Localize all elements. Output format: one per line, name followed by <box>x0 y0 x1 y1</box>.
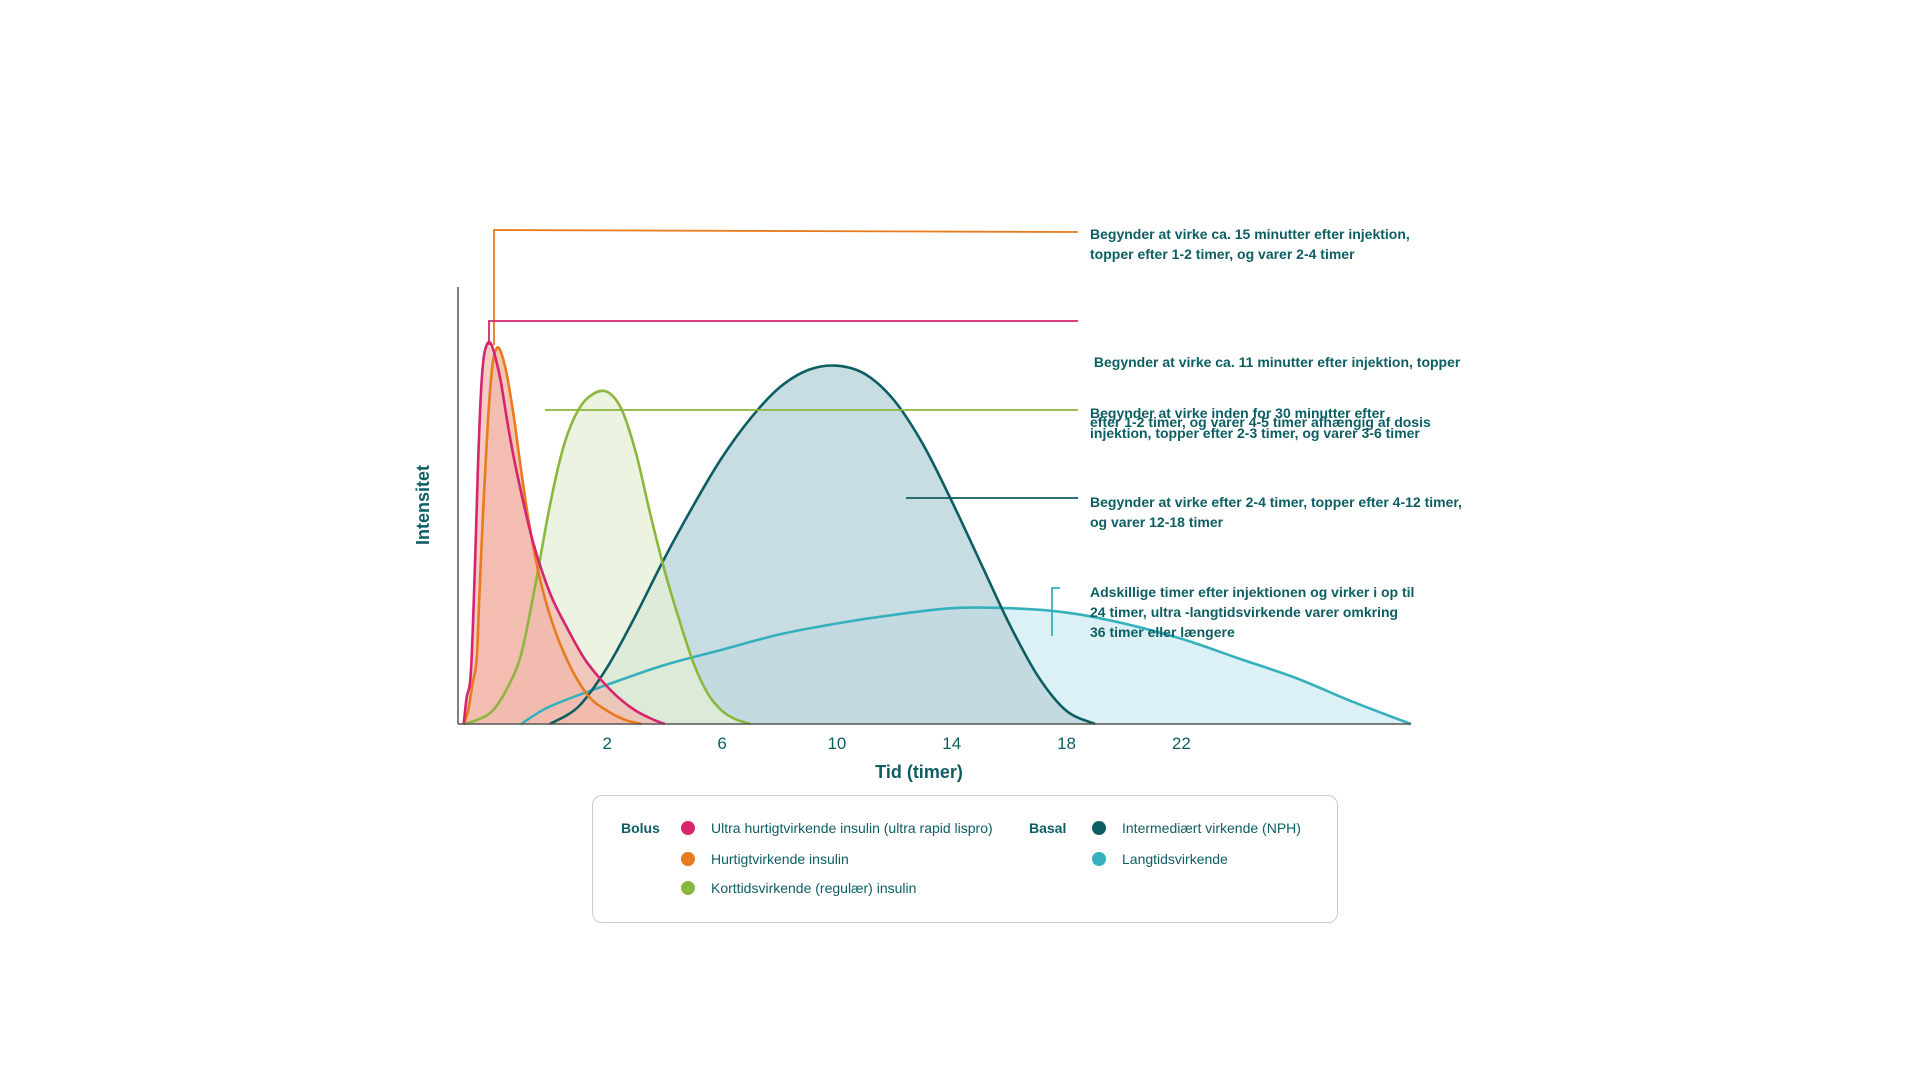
legend-item-label: Langtidsvirkende <box>1122 851 1228 867</box>
annotation-line: Begynder at virke ca. 11 minutter efter … <box>1090 354 1461 370</box>
series-areas <box>463 342 1411 724</box>
annotation-line: injektion, topper efter 2-3 timer, og va… <box>1090 425 1420 441</box>
legend-dot-icon <box>681 852 695 866</box>
legend-item-intermediate: Intermediært virkende (NPH) <box>1092 820 1301 836</box>
legend-item-short-acting: Korttidsvirkende (regulær) insulin <box>681 880 916 896</box>
x-tick-label: 18 <box>1057 734 1076 753</box>
legend-dot-icon <box>681 821 695 835</box>
annotation-line: 36 timer eller længere <box>1090 624 1235 640</box>
legend-dot-icon <box>681 881 695 895</box>
legend-group-basal: Basal <box>1029 820 1067 836</box>
legend-dot-icon <box>1092 852 1106 866</box>
series-line-korttidsvirkende-regul-r-insulin <box>463 389 752 726</box>
series-lines <box>462 340 1412 726</box>
annotation-intermediate: Begynder at virke efter 2-4 timer, toppe… <box>1090 492 1462 532</box>
annotation-short-acting: Begynder at virke inden for 30 minutter … <box>1090 403 1420 443</box>
series-line-hurtigtvirkende-insulin <box>462 346 643 726</box>
x-tick-label: 22 <box>1172 734 1191 753</box>
legend-group-bolus: Bolus <box>621 820 660 836</box>
legend-item-label: Korttidsvirkende (regulær) insulin <box>711 880 917 896</box>
x-axis-title: Tid (timer) <box>875 762 963 782</box>
x-tick-label: 10 <box>827 734 846 753</box>
legend-item-long-acting: Langtidsvirkende <box>1092 851 1228 867</box>
legend-item-rapid: Hurtigtvirkende insulin <box>681 851 849 867</box>
annotation-line: 24 timer, ultra -langtidsvirkende varer … <box>1090 604 1399 620</box>
chart-legend: Bolus Basal Ultra hurtigtvirkende insuli… <box>592 795 1338 923</box>
annotation-line: efter 1-2 timer, og varer 4-5 timer afhæ… <box>1090 414 1431 430</box>
series-area-intermedi-rt-virkende-nph <box>549 365 1096 724</box>
annotation-line: Begynder at virke inden for 30 minutter … <box>1090 405 1385 421</box>
legend-item-label: Hurtigtvirkende insulin <box>711 851 849 867</box>
annotation-line: Begynder at virke ca. 15 minutter efter … <box>1090 226 1410 242</box>
annotation-rapid: Begynder at virke ca. 15 minutter efter … <box>1090 224 1410 264</box>
x-tick-label: 6 <box>717 734 726 753</box>
annotation-leader-lines <box>488 229 1079 636</box>
legend-item-label: Ultra hurtigtvirkende insulin (ultra rap… <box>711 820 993 836</box>
annotation-ultra-rapid: Begynder at virke ca. 11 minutter efter … <box>1090 312 1460 452</box>
legend-item-ultra-rapid: Ultra hurtigtvirkende insulin (ultra rap… <box>681 820 993 836</box>
series-area-ultra-hurtigtvirkende-insulin-ultra-rapid-lispro <box>463 342 665 724</box>
annotation-leader-0 <box>493 229 1079 345</box>
x-tick-label: 2 <box>603 734 612 753</box>
annotation-line: og varer 12-18 timer <box>1090 514 1224 530</box>
legend-dot-icon <box>1092 821 1106 835</box>
annotation-leader-1 <box>488 320 1078 345</box>
x-tick-labels: 2 6 10 14 18 22 <box>603 734 1191 753</box>
annotation-line: Begynder at virke efter 2-4 timer, toppe… <box>1090 494 1462 510</box>
annotation-leader-4 <box>1051 587 1060 636</box>
series-line-ultra-hurtigtvirkende-insulin-ultra-rapid-lispro <box>462 340 666 726</box>
y-axis-title: Intensitet <box>413 465 433 545</box>
series-line-intermedi-rt-virkende-nph <box>549 364 1096 726</box>
annotation-line: topper efter 1-2 timer, og varer 2-4 tim… <box>1090 246 1355 262</box>
annotation-long-acting: Adskillige timer efter injektionen og vi… <box>1090 582 1414 642</box>
annotation-line: Adskillige timer efter injektionen og vi… <box>1090 584 1415 600</box>
x-tick-label: 14 <box>942 734 961 753</box>
legend-item-label: Intermediært virkende (NPH) <box>1122 820 1301 836</box>
series-line-langtidsvirkende <box>520 606 1412 726</box>
